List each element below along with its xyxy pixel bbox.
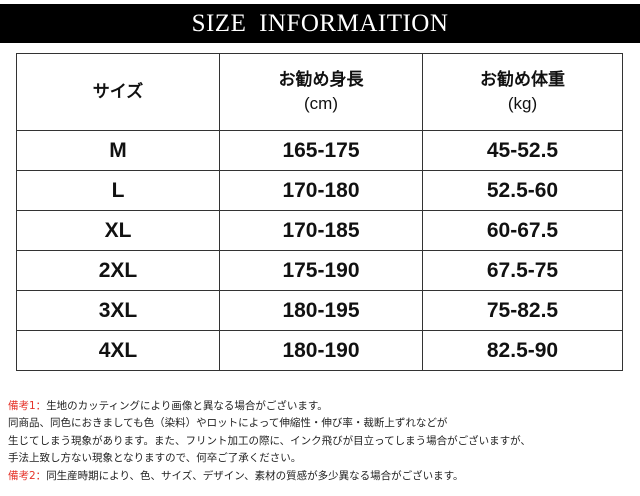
size-cell: 3XL bbox=[16, 290, 220, 331]
note-text: 同生産時期により、色、サイズ、デザイン、素材の質感が多少異なる場合がございます。 bbox=[46, 469, 464, 482]
title-banner: SIZE INFORMAITION bbox=[0, 4, 640, 43]
note-1: 備考1：生地のカッティングにより画像と異なる場合がございます。 bbox=[8, 398, 531, 415]
header-height: お勧め身長 (cm) bbox=[219, 53, 423, 131]
header-unit: (kg) bbox=[507, 94, 538, 113]
weight-cell: 60-67.5 bbox=[422, 210, 623, 251]
weight-cell: 52.5-60 bbox=[422, 170, 623, 211]
table-row: L 170-180 52.5-60 bbox=[16, 170, 623, 211]
table-row: M 165-175 45-52.5 bbox=[16, 130, 623, 171]
weight-cell: 82.5-90 bbox=[422, 330, 623, 371]
header-unit: (cm) bbox=[304, 94, 338, 113]
header-label: サイズ bbox=[92, 82, 144, 101]
table-row: 4XL 180-190 82.5-90 bbox=[16, 330, 623, 371]
header-label: お勧め身長 bbox=[278, 70, 364, 89]
note-1-label: 備考1： bbox=[8, 400, 47, 412]
header-label: お勧め体重 bbox=[480, 70, 565, 89]
weight-cell: 67.5-75 bbox=[422, 250, 623, 291]
size-cell: L bbox=[16, 170, 220, 211]
weight-cell: 75-82.5 bbox=[422, 290, 623, 331]
size-cell: 2XL bbox=[16, 250, 220, 291]
header-size: サイズ bbox=[16, 53, 220, 131]
table-header-row: サイズ お勧め身長 (cm) お勧め体重 (kg) bbox=[16, 53, 623, 131]
height-cell: 165-175 bbox=[219, 130, 423, 171]
note-text: 生じてしまう現象があります。また、フリント加工の際に、インク飛びが目立ってしまう… bbox=[8, 434, 531, 447]
table-row: XL 170-185 60-67.5 bbox=[16, 210, 623, 251]
size-cell: M bbox=[16, 130, 220, 171]
size-cell: 4XL bbox=[16, 330, 220, 371]
notes: 備考1：生地のカッティングにより画像と異なる場合がございます。 同商品、同色にお… bbox=[8, 398, 531, 485]
height-cell: 170-185 bbox=[219, 210, 423, 251]
height-cell: 175-190 bbox=[219, 250, 423, 291]
note-2: 備考2：同生産時期により、色、サイズ、デザイン、素材の質感が多少異なる場合がござ… bbox=[8, 468, 531, 485]
note-2-label: 備考2： bbox=[8, 469, 47, 482]
table-row: 3XL 180-195 75-82.5 bbox=[16, 290, 623, 331]
weight-cell: 45-52.5 bbox=[422, 130, 623, 171]
table-row: 2XL 175-190 67.5-75 bbox=[16, 250, 623, 291]
note-text: 同商品、同色におきましても色（染料）やロットによって伸縮性・伸び率・裁断上ずれな… bbox=[8, 417, 448, 430]
height-cell: 170-180 bbox=[219, 170, 423, 211]
height-cell: 180-190 bbox=[219, 330, 423, 371]
size-cell: XL bbox=[16, 210, 220, 251]
height-cell: 180-195 bbox=[219, 290, 423, 331]
size-table: サイズ お勧め身長 (cm) お勧め体重 (kg) M 165-175 45-52.5 … bbox=[16, 53, 623, 371]
note-text: 手法上致し方ない現象となりますので、何卒ご了承ください。 bbox=[8, 452, 302, 465]
note-text: 生地のカッティングにより画像と異なる場合がございます。 bbox=[46, 400, 328, 412]
header-weight: お勧め体重 (kg) bbox=[422, 53, 623, 131]
